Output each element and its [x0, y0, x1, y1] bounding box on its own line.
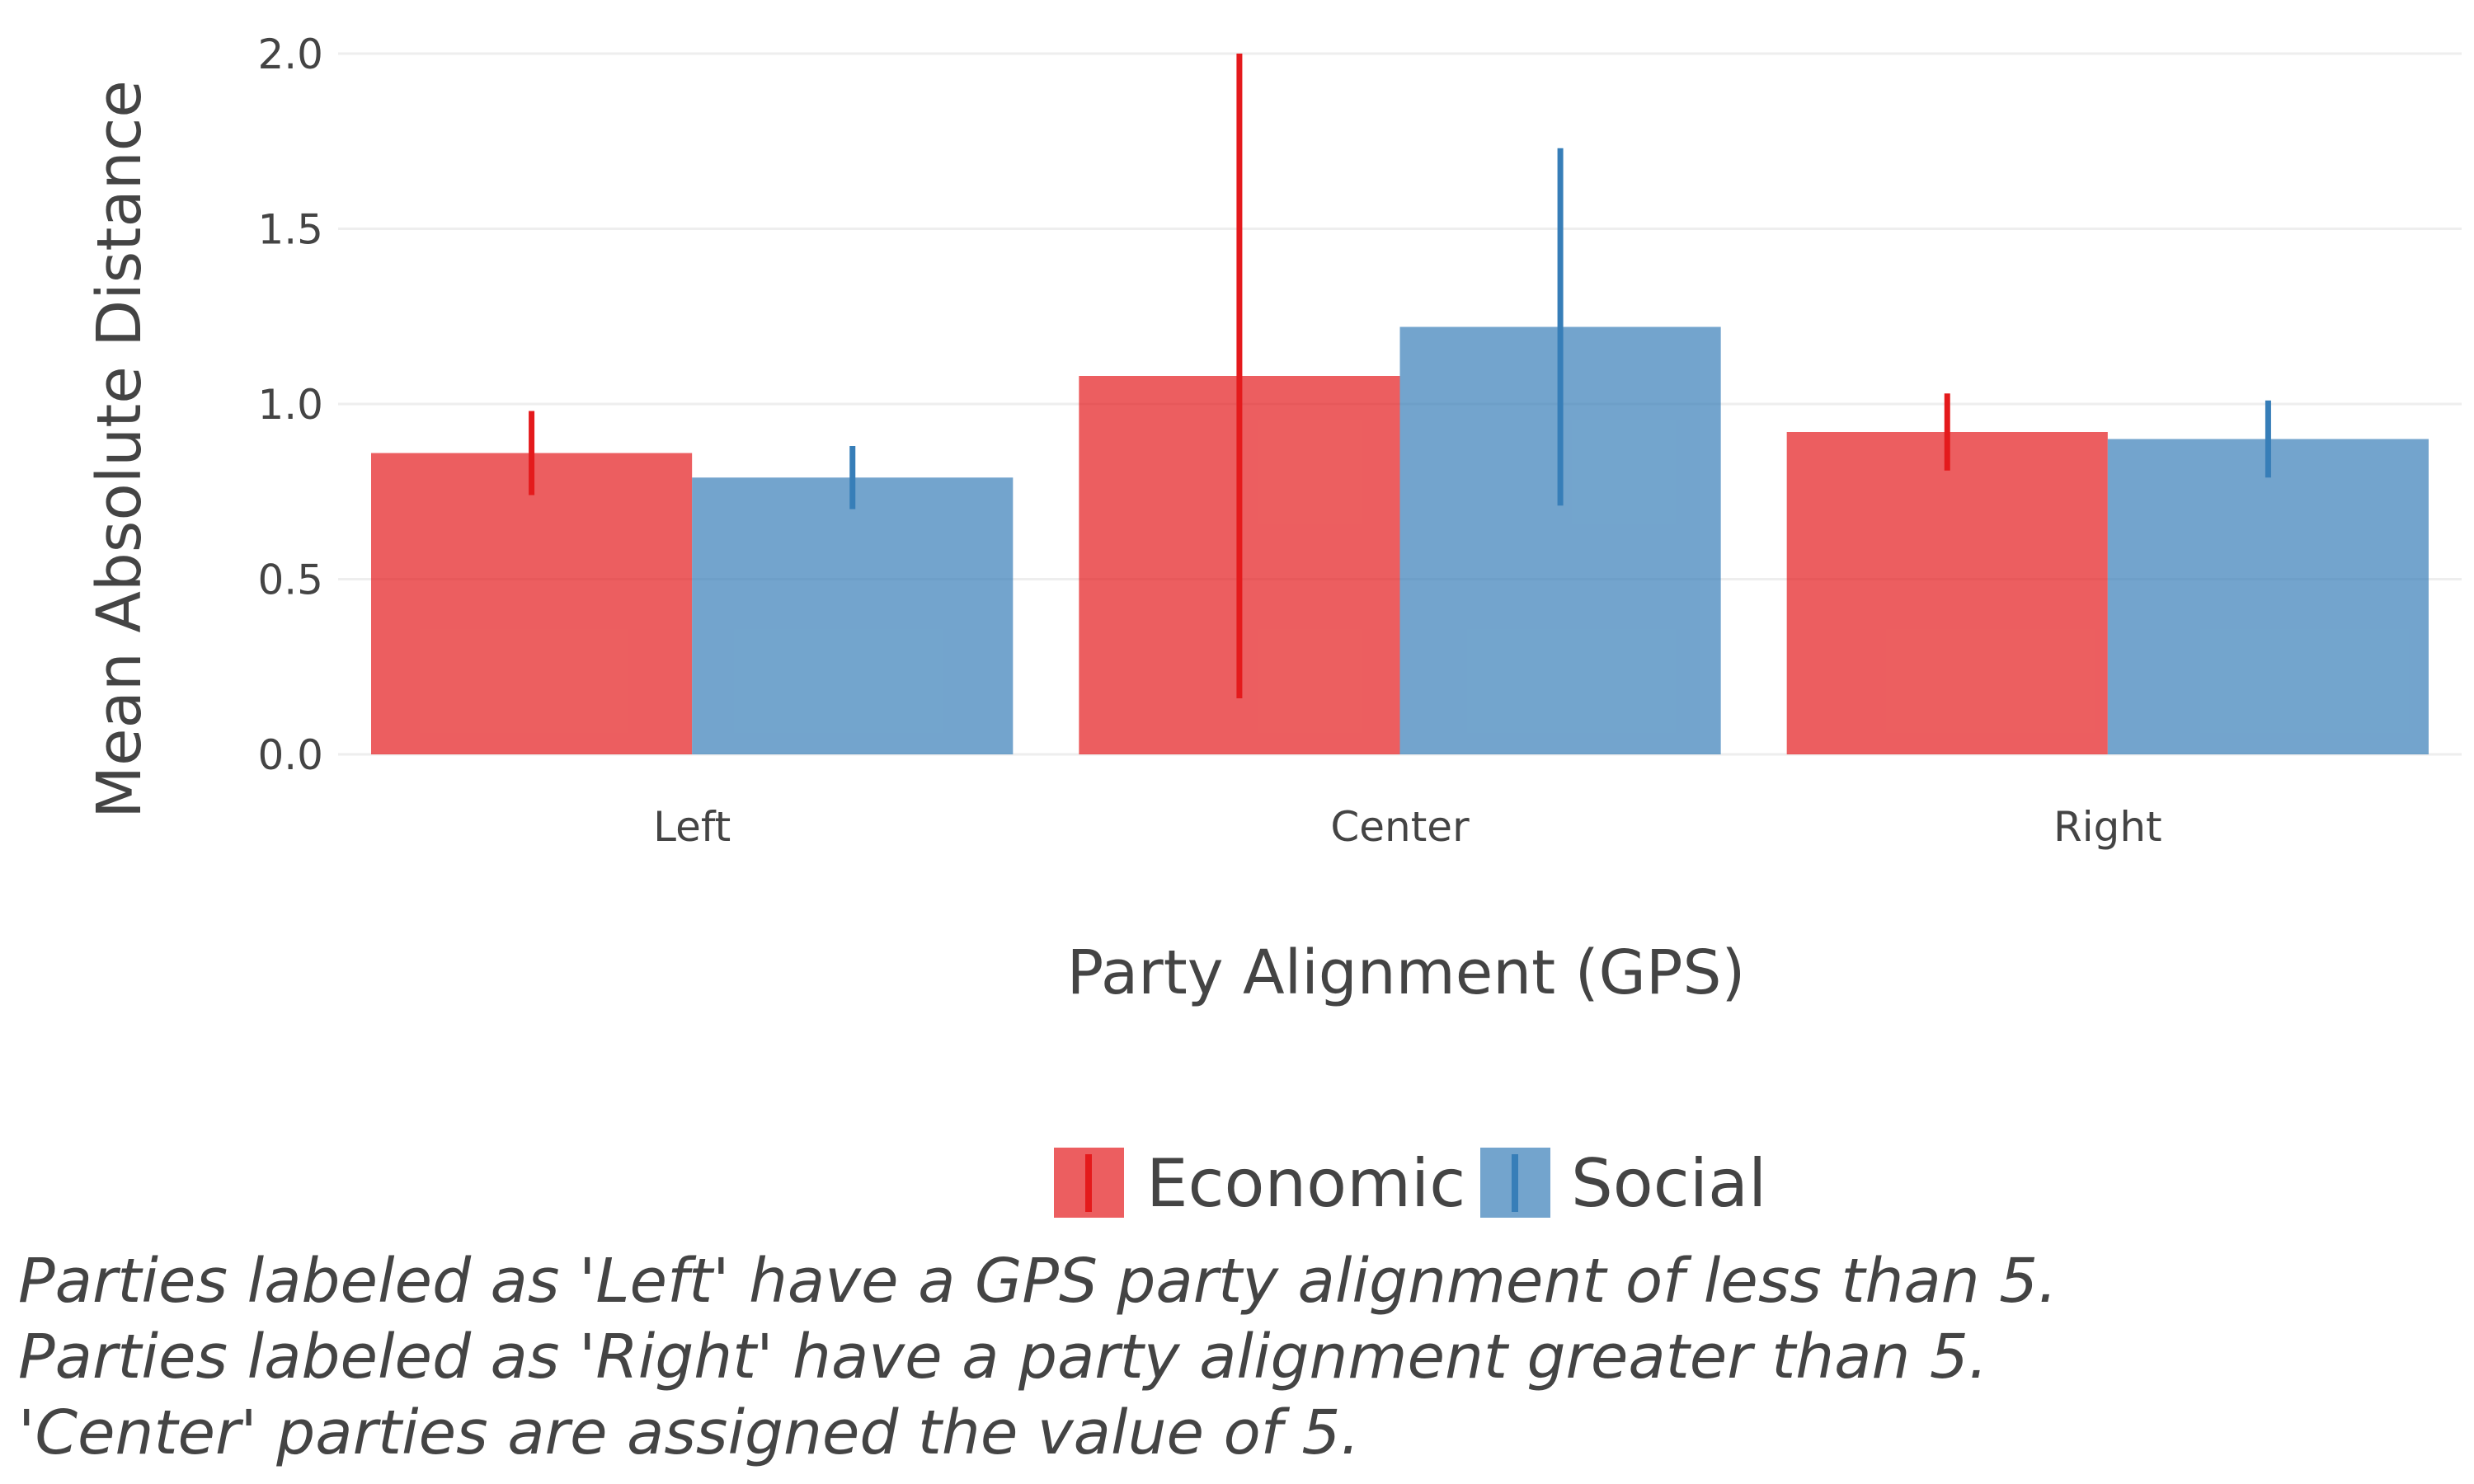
- legend: Economic Social: [1054, 1145, 1766, 1222]
- bar-social-right: [2107, 439, 2429, 754]
- x-tick-labels: Left Center Right: [653, 803, 2162, 851]
- caption-line: Parties labeled as 'Right' have a party …: [18, 1322, 1988, 1392]
- y-tick-label: 0.5: [257, 556, 323, 604]
- y-tick-labels: 0.0 0.5 1.0 1.5 2.0: [257, 31, 323, 779]
- legend-item-social: Social: [1480, 1145, 1766, 1222]
- y-tick-label: 0.0: [257, 731, 323, 779]
- y-tick-label: 1.5: [257, 206, 323, 254]
- bars: [371, 326, 2429, 754]
- x-tick-label: Right: [2053, 803, 2162, 851]
- bar-economic-right: [1786, 432, 2108, 754]
- x-tick-label: Center: [1330, 803, 1470, 851]
- x-tick-label: Left: [653, 803, 731, 851]
- legend-item-economic: Economic: [1054, 1145, 1465, 1222]
- legend-label: Economic: [1146, 1145, 1465, 1222]
- caption-line: 'Center' parties are assigned the value …: [18, 1397, 1360, 1468]
- caption-line: Parties labeled as 'Left' have a GPS par…: [18, 1246, 2058, 1317]
- y-tick-label: 1.0: [257, 381, 323, 429]
- y-tick-label: 2.0: [257, 31, 323, 78]
- legend-label: Social: [1571, 1145, 1766, 1222]
- bar-social-left: [692, 477, 1014, 754]
- x-axis-title: Party Alignment (GPS): [1067, 937, 1746, 1008]
- error-bars: [529, 54, 2271, 698]
- bar-economic-left: [371, 453, 693, 754]
- y-axis-title: Mean Absolute Distance: [84, 80, 155, 819]
- chart-caption: Parties labeled as 'Left' have a GPS par…: [18, 1243, 2459, 1471]
